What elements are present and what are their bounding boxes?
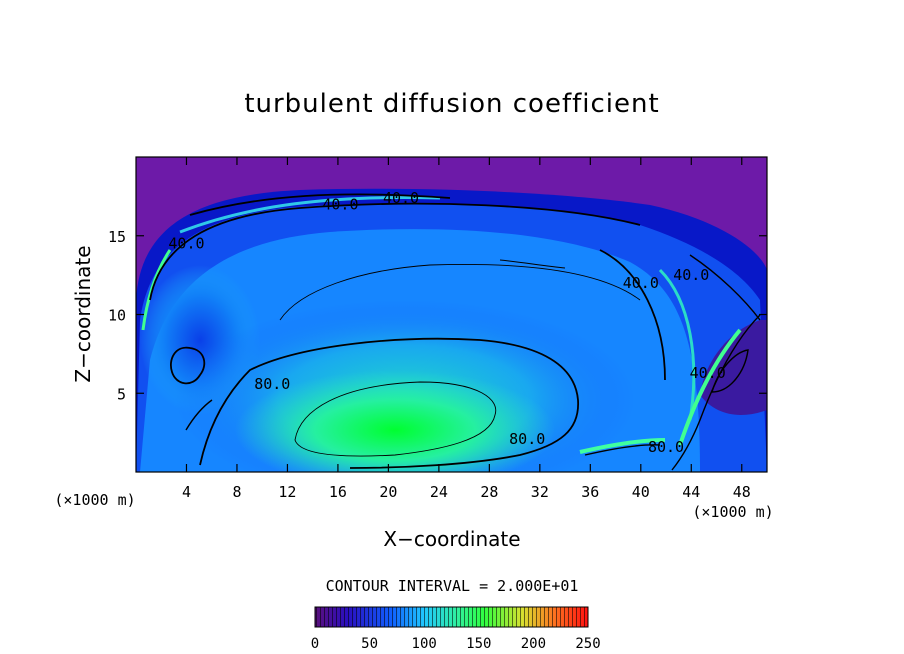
contour-40-top: [189, 193, 451, 216]
contour-label: 40.0: [673, 266, 709, 284]
contour-vortex: [170, 346, 206, 385]
x-unit-right: (×1000 m): [692, 503, 773, 521]
x-tick-label: 8: [232, 483, 241, 501]
x-tick-label: 24: [430, 483, 448, 501]
colorbar-tick-label: 250: [575, 636, 600, 652]
chart-title: turbulent diffusion coefficient: [244, 89, 659, 119]
colorbar-tick-label: 0: [311, 636, 319, 652]
colorbar: 0 50 100 150 200 250: [311, 606, 601, 652]
heatmap-streak-top: [179, 195, 441, 234]
colorbar-tick-label: 200: [521, 636, 546, 652]
x-tick-label: 12: [278, 483, 296, 501]
contour-labels: 40.0 40.0 40.0 40.0 40.0 40.0 80.0 80.0 80.0: [168, 189, 725, 456]
colorbar-ticks: 0 50 100 150 200 250: [311, 636, 601, 652]
contour-label: 80.0: [648, 438, 684, 456]
colorbar-frame: [314, 606, 589, 628]
heatmap-streak-bottom-green: [579, 438, 666, 454]
contour-label: 40.0: [383, 189, 419, 207]
y-tick-label: 15: [108, 228, 126, 246]
x-axis-title: X−coordinate: [383, 527, 520, 551]
x-tick-label: 28: [480, 483, 498, 501]
heatmap-streak-left-green: [141, 249, 172, 331]
contour-label: 80.0: [254, 375, 290, 393]
contour-100: [294, 381, 497, 457]
contour-80: [199, 337, 579, 469]
x-unit-left: (×1000 m): [54, 491, 135, 509]
contour-lines: [149, 193, 761, 471]
contour-bottom-right: [584, 444, 661, 456]
colorbar-tick-label: 50: [361, 636, 378, 652]
contour-40-arc: [149, 202, 641, 301]
colorbar-tick-label: 150: [466, 636, 491, 652]
contour-label: 40.0: [690, 364, 726, 382]
contour-40-right: [599, 249, 666, 381]
contour-left-streak: [185, 399, 213, 431]
heatmap-field: [136, 157, 767, 472]
colorbar-stripes: [315, 607, 588, 627]
contour-right-pocket: [711, 349, 749, 393]
contour-right-band: [671, 314, 761, 471]
contour-40-right-outer: [689, 254, 761, 321]
contour-label: 40.0: [168, 235, 204, 253]
x-tick-label: 44: [682, 483, 700, 501]
y-tick-label: 10: [108, 307, 126, 325]
contour-label: 80.0: [509, 430, 545, 448]
contour-mid-right: [499, 259, 566, 269]
y-tick-label: 5: [117, 385, 126, 403]
x-tick-label: 48: [733, 483, 751, 501]
heatmap-streak-right-green: [678, 328, 742, 446]
contour-interval-label: CONTOUR INTERVAL = 2.000E+01: [326, 577, 579, 595]
heatmap-core: [235, 370, 555, 472]
contour-label: 40.0: [322, 195, 358, 213]
x-tick-label: 40: [632, 483, 650, 501]
y-axis-title: Z−coordinate: [71, 245, 95, 382]
x-tick-label: 4: [182, 483, 191, 501]
colorbar-tick-label: 100: [412, 636, 437, 652]
x-tick-label: 36: [581, 483, 599, 501]
x-tick-label: 20: [379, 483, 397, 501]
x-tick-label: 16: [329, 483, 347, 501]
x-tick-label: 32: [531, 483, 549, 501]
heatmap-streak-right: [658, 268, 696, 421]
contour-60: [279, 263, 641, 321]
contour-label: 40.0: [623, 274, 659, 292]
